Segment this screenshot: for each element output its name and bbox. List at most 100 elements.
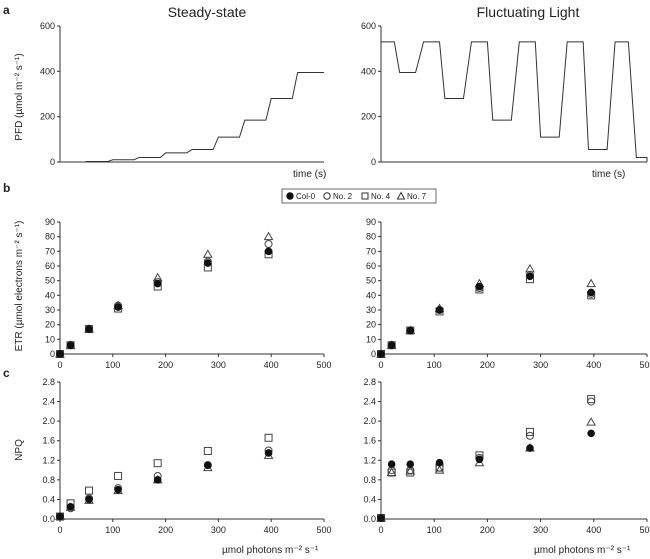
x-tick-label: 500 <box>639 525 650 535</box>
y-tick-label: 2.4 <box>42 397 55 407</box>
point-no-4 <box>525 427 534 436</box>
y-tick-label: 2.8 <box>42 377 55 387</box>
legend-label-no-7: No. 7 <box>407 192 427 201</box>
y-tick-label: 80 <box>45 232 55 242</box>
point-no-7 <box>586 417 597 426</box>
y-tick-label: 600 <box>361 21 376 31</box>
point-col-0 <box>387 341 396 350</box>
pfd-steady-line <box>60 71 324 163</box>
point-no-7 <box>405 466 416 475</box>
y-tick-label: 0 <box>50 349 55 359</box>
y-tick-label: 90 <box>45 217 55 227</box>
point-col-0 <box>204 259 212 267</box>
xlabel-photons-steady: µmol photons m⁻² s⁻¹ <box>222 545 319 556</box>
point-col-0 <box>435 306 444 314</box>
x-tick-label: 0 <box>378 525 383 535</box>
ylabel-npq: NPQ <box>14 439 25 461</box>
y-tick-label: 0.4 <box>363 494 376 504</box>
y-tick-label: 20 <box>366 320 376 330</box>
ylabel-etr: ETR (µmol electrons m⁻² s⁻¹) <box>14 221 25 352</box>
x-tick-label: 500 <box>639 360 650 370</box>
x-tick-label: 200 <box>480 360 495 370</box>
point-col-0 <box>387 460 396 469</box>
y-tick-label: 1.6 <box>363 436 376 446</box>
point-col-0 <box>264 247 273 256</box>
point-no-2 <box>525 431 534 440</box>
y-tick-label: 1.2 <box>42 455 55 465</box>
y-tick-label: 0 <box>371 349 376 359</box>
y-tick-label: 0.0 <box>363 514 376 524</box>
point-col-0 <box>526 444 534 452</box>
y-tick-label: 1.6 <box>42 436 55 446</box>
point-no-2 <box>587 397 596 406</box>
legend-frame <box>281 188 437 204</box>
x-tick-label: 300 <box>533 525 548 535</box>
point-col-0 <box>56 350 64 358</box>
point-col-0 <box>475 282 484 291</box>
y-tick-label: 40 <box>366 290 376 300</box>
y-tick-label: 30 <box>366 305 376 315</box>
x-tick-label: 100 <box>105 360 120 370</box>
point-col-0 <box>526 272 534 281</box>
plot-npq-steady-state: 0.0 0.4 0.8 1.2 1.6 2.0 2.4 2.8 0 100 200 300 400 500 <box>42 377 331 535</box>
point-col-0 <box>85 325 93 333</box>
x-tick-label: 300 <box>533 360 548 370</box>
point-no-4 <box>264 433 273 442</box>
point-col-0 <box>264 449 273 457</box>
y-tick-label: 2.0 <box>363 416 376 426</box>
point-col-0 <box>204 461 212 469</box>
x-tick-label: 200 <box>158 525 173 535</box>
y-tick-label: 50 <box>366 276 376 286</box>
x-tick-label: 400 <box>586 360 601 370</box>
point-col-0 <box>114 303 122 311</box>
x-tick-label: 0 <box>57 525 62 535</box>
y-tick-label: 20 <box>45 320 55 330</box>
title-steady-state: Steady-state <box>168 4 247 20</box>
legend-label-no-2: No. 2 <box>333 192 353 201</box>
y-tick-label: 70 <box>366 246 376 256</box>
point-col-0 <box>435 458 444 467</box>
point-no-7 <box>586 278 597 288</box>
y-tick-label: 0.8 <box>42 475 55 485</box>
plot-pfd-steady-state: 0 200 400 600 <box>40 21 324 167</box>
y-tick-label: 10 <box>45 334 55 344</box>
plot-etr-fluctuating-light: 0 10 20 30 40 50 60 70 80 90 0 100 200 300 400 500 <box>366 217 650 370</box>
x-tick-label: 500 <box>316 525 331 535</box>
point-col-0 <box>587 429 595 438</box>
point-no-4 <box>114 471 123 480</box>
point-col-0 <box>153 279 162 288</box>
y-tick-label: 40 <box>45 290 55 300</box>
plot-etr-steady-state: 0 10 20 30 40 50 60 70 80 90 0 100 200 300 400 500 <box>45 217 332 370</box>
point-no-4 <box>587 395 596 404</box>
legend-label-col-0: Col-0 <box>296 192 316 201</box>
point-col-0 <box>587 288 595 297</box>
y-tick-label: 0.8 <box>363 475 376 485</box>
legend-marker-no-7 <box>396 191 406 200</box>
point-no-7 <box>434 465 445 474</box>
point-col-0 <box>406 460 415 469</box>
y-tick-label: 2.0 <box>42 416 55 426</box>
point-col-0 <box>66 502 75 511</box>
x-tick-label: 0 <box>57 360 62 370</box>
x-tick-label: 400 <box>264 360 279 370</box>
legend-marker-no-2 <box>323 192 331 200</box>
xlabel-time-fluct: time (s) <box>592 169 625 180</box>
point-col-0 <box>475 455 484 464</box>
panel-letter-a: a <box>3 3 10 17</box>
y-tick-label: 200 <box>40 112 55 122</box>
y-tick-label: 0.4 <box>42 494 55 504</box>
xlabel-time-steady: time (s) <box>293 169 326 180</box>
y-tick-label: 60 <box>45 261 55 271</box>
y-tick-label: 80 <box>366 232 376 242</box>
y-tick-label: 70 <box>45 246 55 256</box>
y-tick-label: 2.8 <box>363 377 376 387</box>
x-tick-label: 0 <box>378 360 383 370</box>
y-tick-label: 400 <box>40 66 55 76</box>
y-tick-label: 0 <box>50 157 55 167</box>
x-tick-label: 100 <box>105 525 120 535</box>
y-tick-label: 600 <box>40 21 55 31</box>
point-col-0 <box>85 495 93 504</box>
legend-marker-no-4 <box>361 192 369 200</box>
y-tick-label: 2.4 <box>363 397 376 407</box>
